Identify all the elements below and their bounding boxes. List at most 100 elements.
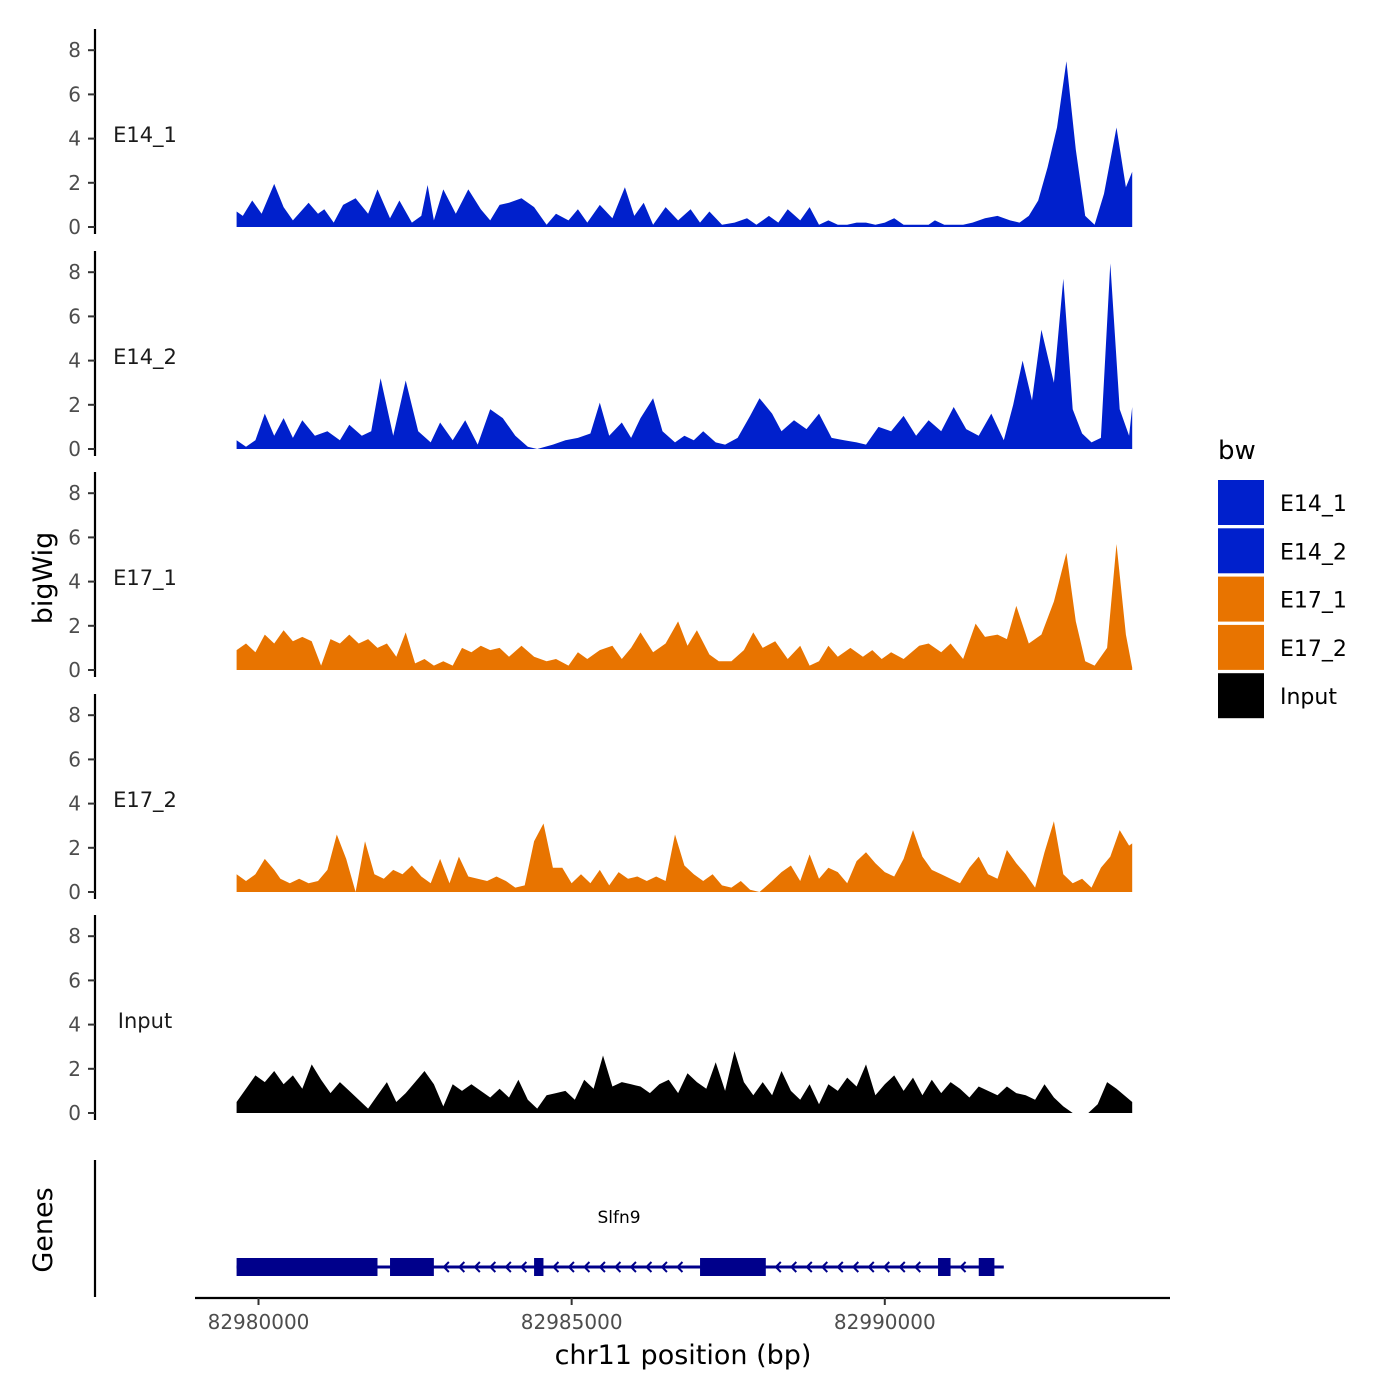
strand-arrow: [598, 1261, 606, 1273]
y-tick-label: 4: [68, 127, 81, 151]
legend-label: E17_2: [1280, 637, 1347, 662]
gene-exon: [700, 1258, 766, 1276]
track-label: E17_1: [113, 566, 177, 591]
y-tick-label: 2: [68, 614, 81, 638]
legend-label: E14_2: [1280, 540, 1347, 565]
y-tick-label: 6: [68, 747, 81, 771]
strand-arrow: [867, 1261, 875, 1273]
strand-arrow: [629, 1261, 637, 1273]
legend-label: E14_1: [1280, 492, 1347, 517]
gene-track: Slfn9: [93, 1160, 1004, 1297]
strand-arrow: [820, 1261, 829, 1273]
genes-track-title: Genes: [28, 1187, 59, 1272]
track-e14-1: 0 2 4 6 8 E14_1: [68, 28, 1133, 239]
y-tick-label: 4: [68, 349, 81, 373]
y-tick-label: 8: [68, 481, 81, 505]
x-tick-label: 82990000: [834, 1310, 936, 1334]
strand-arrow: [836, 1261, 844, 1273]
legend-item: E17_2: [1218, 624, 1347, 670]
y-tick-label: 6: [68, 968, 81, 992]
strand-arrow: [913, 1261, 922, 1273]
strand-arrow: [519, 1261, 528, 1273]
strand-arrow: [583, 1261, 591, 1273]
y-tick-label: 2: [68, 1057, 81, 1081]
y-tick-label: 2: [68, 836, 81, 860]
y-tick-label: 4: [68, 570, 81, 594]
y-tick-label: 0: [68, 437, 81, 461]
track-e17-1: 0 2 4 6 8 E17_1: [68, 471, 1133, 682]
y-tick-label: 6: [68, 304, 81, 328]
y-tick-label: 6: [68, 82, 81, 106]
y-tick-label: 8: [68, 703, 81, 727]
y-tick-label: 8: [68, 924, 81, 948]
track-label: Input: [118, 1009, 172, 1033]
legend-swatch: [1218, 480, 1264, 525]
y-tick-label: 4: [68, 792, 81, 816]
strand-arrow: [898, 1261, 906, 1273]
strand-arrow: [442, 1261, 450, 1273]
strand-arrow: [660, 1261, 668, 1273]
strand-arrow: [882, 1261, 891, 1273]
gene-exon: [978, 1258, 995, 1276]
legend-item: Input: [1218, 673, 1337, 719]
signal-area-e14-1: [236, 61, 1133, 227]
strand-arrow: [805, 1261, 813, 1273]
track-label: E14_2: [113, 345, 177, 370]
strand-arrow: [851, 1261, 860, 1273]
strand-arrow: [457, 1261, 466, 1273]
signal-area-input: [236, 1051, 1133, 1113]
gene-name-label: Slfn9: [597, 1208, 640, 1228]
legend-swatch: [1218, 576, 1264, 622]
strand-arrow: [645, 1261, 653, 1273]
signal-area-e17-2: [236, 821, 1133, 892]
strand-arrow: [959, 1261, 967, 1273]
y-tick-label: 2: [68, 393, 81, 417]
y-tick-label: 8: [68, 38, 81, 62]
y-tick-label: 6: [68, 525, 81, 549]
legend: bw E14_1 E14_2 E17_1 E17_2 Input: [1218, 436, 1347, 719]
track-e14-2: 0 2 4 6 8 E14_2: [68, 250, 1133, 461]
legend-label: Input: [1280, 685, 1337, 710]
y-tick-label: 0: [68, 880, 81, 904]
track-input: 0 2 4 6 8 Input: [68, 914, 1133, 1125]
gene-exon: [390, 1258, 434, 1276]
y-tick-label: 8: [68, 260, 81, 284]
legend-swatch: [1218, 624, 1264, 670]
y-tick-label: 0: [68, 215, 81, 239]
strand-arrow: [789, 1261, 798, 1273]
y-tick-label: 0: [68, 658, 81, 682]
signal-area-e14-2: [236, 263, 1133, 449]
x-axis-title: chr11 position (bp): [555, 1340, 812, 1371]
strand-arrow: [567, 1261, 575, 1273]
legend-title: bw: [1218, 436, 1256, 466]
y-tick-label: 0: [68, 1101, 81, 1125]
signal-tracks: 0 2 4 6 8 E14_1 0 2 4 6 8 E14_2 0 2 4 6 8 E17_1 0 2 4 6 8 E17_2…: [68, 28, 1133, 1125]
strand-arrow: [552, 1261, 560, 1273]
y-tick-label: 2: [68, 171, 81, 195]
legend-item: E17_1: [1218, 576, 1347, 622]
gene-exon: [534, 1258, 544, 1276]
strand-arrow: [614, 1261, 622, 1273]
gene-exon: [938, 1258, 951, 1276]
legend-item: E14_1: [1218, 480, 1347, 525]
strand-arrow: [488, 1261, 497, 1273]
gene-exon: [236, 1258, 378, 1276]
y-axis-title: bigWig: [28, 532, 59, 625]
strand-arrow: [504, 1261, 512, 1273]
strand-arrow: [774, 1261, 782, 1273]
x-tick-label: 82985000: [521, 1310, 623, 1334]
signal-area-e17-1: [236, 544, 1133, 670]
x-axis: 82980000 82985000 82990000: [195, 1296, 1170, 1334]
strand-arrow: [473, 1261, 481, 1273]
track-label: E14_1: [113, 123, 177, 148]
y-tick-label: 4: [68, 1013, 81, 1037]
legend-label: E17_1: [1280, 589, 1347, 614]
track-label: E17_2: [113, 788, 177, 813]
track-e17-2: 0 2 4 6 8 E17_2: [68, 693, 1133, 904]
legend-swatch: [1218, 528, 1264, 574]
strand-arrow: [676, 1261, 684, 1273]
x-tick-label: 82980000: [208, 1310, 310, 1334]
legend-item: E14_2: [1218, 528, 1347, 574]
